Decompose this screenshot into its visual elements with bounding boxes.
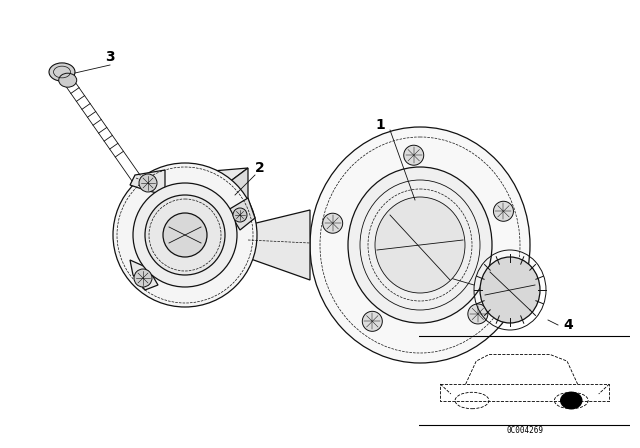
Polygon shape	[145, 183, 228, 290]
Ellipse shape	[145, 195, 225, 275]
Ellipse shape	[59, 73, 77, 87]
Ellipse shape	[310, 127, 530, 363]
Polygon shape	[248, 210, 310, 280]
Text: 3: 3	[105, 50, 115, 64]
Ellipse shape	[348, 167, 492, 323]
Ellipse shape	[375, 197, 465, 293]
Ellipse shape	[163, 213, 207, 257]
Ellipse shape	[49, 63, 75, 81]
Polygon shape	[145, 168, 248, 190]
Polygon shape	[130, 260, 158, 290]
Polygon shape	[130, 170, 165, 195]
Circle shape	[561, 392, 582, 409]
Ellipse shape	[493, 201, 513, 221]
Text: 2: 2	[255, 161, 265, 175]
Ellipse shape	[113, 163, 257, 307]
Ellipse shape	[404, 145, 424, 165]
Ellipse shape	[134, 269, 152, 287]
Ellipse shape	[468, 304, 488, 324]
Ellipse shape	[133, 183, 237, 287]
Ellipse shape	[139, 174, 157, 192]
Ellipse shape	[480, 257, 540, 323]
Ellipse shape	[362, 311, 382, 332]
Ellipse shape	[323, 213, 342, 233]
Polygon shape	[228, 168, 248, 283]
Polygon shape	[145, 268, 248, 290]
Text: 1: 1	[375, 118, 385, 132]
Ellipse shape	[233, 208, 247, 222]
Text: 4: 4	[563, 318, 573, 332]
Polygon shape	[228, 198, 255, 230]
Text: 0C004269: 0C004269	[506, 426, 543, 435]
